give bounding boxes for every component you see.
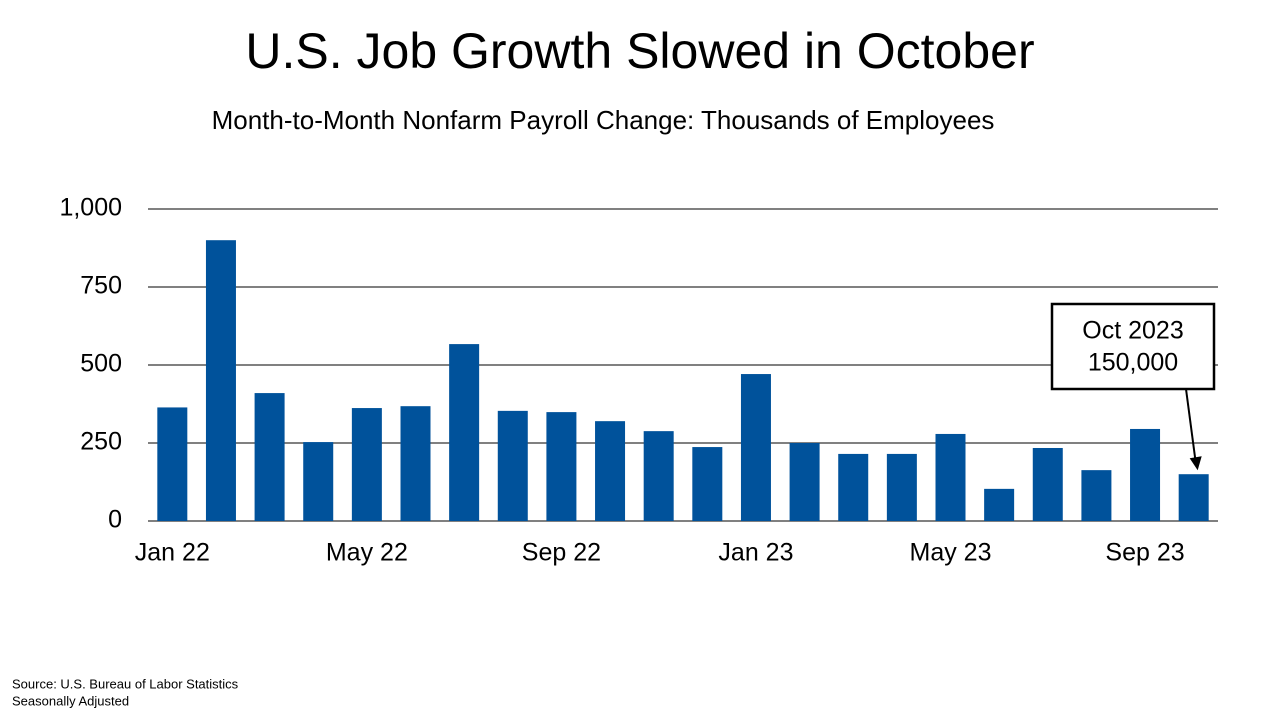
bar xyxy=(157,407,188,521)
bar xyxy=(400,406,431,521)
bar xyxy=(205,240,236,521)
bar xyxy=(935,433,966,521)
y-tick-label: 250 xyxy=(80,428,122,456)
source-note: Seasonally Adjusted xyxy=(12,693,129,708)
x-tick-label: Sep 23 xyxy=(1105,539,1184,567)
chart-subtitle: Month-to-Month Nonfarm Payroll Change: T… xyxy=(212,105,995,135)
y-tick-label: 0 xyxy=(108,506,122,534)
bar xyxy=(1130,428,1161,521)
y-tick-label: 1,000 xyxy=(59,194,122,222)
y-tick-label: 500 xyxy=(80,350,122,378)
annotation-text: 150,000 xyxy=(1088,349,1178,377)
bar xyxy=(303,442,334,521)
bar xyxy=(692,447,723,521)
annotation-arrowhead xyxy=(1189,456,1202,471)
bar xyxy=(1178,474,1209,521)
bar xyxy=(1081,470,1112,521)
bar xyxy=(740,374,771,521)
x-tick-label: Sep 22 xyxy=(522,539,601,567)
x-tick-label: Jan 22 xyxy=(135,539,210,567)
chart-title: U.S. Job Growth Slowed in October xyxy=(245,23,1034,79)
x-tick-label: Jan 23 xyxy=(718,539,793,567)
bar xyxy=(643,431,674,521)
bar xyxy=(254,393,285,521)
bar xyxy=(1032,447,1063,521)
bar xyxy=(595,421,626,521)
bar xyxy=(789,443,820,521)
bar xyxy=(838,453,869,521)
bar xyxy=(984,488,1015,521)
bar xyxy=(546,412,577,521)
bar xyxy=(497,410,528,521)
y-tick-label: 750 xyxy=(80,272,122,300)
annotation-arrow xyxy=(1185,388,1197,463)
x-tick-label: May 22 xyxy=(326,539,408,567)
annotation-text: Oct 2023 xyxy=(1082,317,1183,345)
bar xyxy=(449,344,480,521)
annotation-box xyxy=(1050,302,1216,391)
source-note: Source: U.S. Bureau of Labor Statistics xyxy=(12,676,239,691)
bar xyxy=(351,408,382,521)
x-tick-label: May 23 xyxy=(910,539,992,567)
bar xyxy=(886,453,917,521)
